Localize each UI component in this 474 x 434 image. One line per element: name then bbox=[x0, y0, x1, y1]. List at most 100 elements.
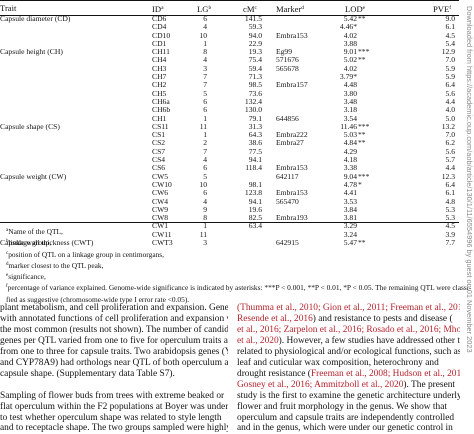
footnote-marker: a bbox=[6, 228, 9, 233]
cell-pve: 7.0 bbox=[445, 130, 456, 140]
body-text: flower and fruit morphology in the genus… bbox=[237, 401, 447, 412]
table-row: Capsule weight (CW) CW5 5 642117 9.04 *** 12.3 bbox=[0, 171, 459, 181]
body-line: the most common (results not shown). The… bbox=[0, 324, 228, 335]
body-line: study is the first to examine the geneti… bbox=[237, 391, 460, 402]
body-line: from one to three for capsule traits. Tw… bbox=[0, 346, 228, 357]
cell-lg: 8 bbox=[203, 47, 207, 57]
cell-lod: 3.48 bbox=[343, 96, 357, 106]
cell-marker: Embra222 bbox=[276, 130, 308, 140]
cell-id: CS11 bbox=[152, 121, 169, 131]
cell-lg: 2 bbox=[203, 138, 207, 148]
cell-cm: 59.4 bbox=[248, 63, 262, 73]
body-text: ) and resistance to pests and disease ( bbox=[312, 313, 453, 324]
cell-id: CD4 bbox=[152, 22, 167, 32]
header-lg: LGb bbox=[197, 4, 212, 14]
cell-id: CH6b bbox=[152, 105, 171, 115]
table-bottom-rule bbox=[0, 222, 459, 223]
cell-lod: 4.02 bbox=[343, 30, 357, 40]
body-text: ). The present bbox=[403, 379, 456, 390]
cell-id: CH3 bbox=[152, 63, 167, 73]
body-text: ). However, a few studies have addressed… bbox=[278, 335, 460, 346]
cell-pve: 4.4 bbox=[445, 96, 456, 106]
table-row: CD1 1 22.9 3.88 5.4 bbox=[0, 38, 459, 48]
cell-cm: 77.5 bbox=[248, 146, 262, 156]
cell-lod: 4.02 bbox=[343, 63, 357, 73]
cell-trait: Capsule diameter (CD) bbox=[0, 14, 71, 23]
cell-pve: 4.5 bbox=[445, 221, 456, 231]
cell-id: CS2 bbox=[152, 138, 166, 148]
cell-lg: 5 bbox=[203, 171, 207, 181]
cell-cm: 75.4 bbox=[248, 55, 262, 65]
header-id: IDa bbox=[152, 4, 164, 14]
table-row: CH6a 6 132.4 3.48 4.4 bbox=[0, 96, 459, 106]
cell-id: CW6 bbox=[152, 188, 169, 198]
cell-marker: 642117 bbox=[276, 171, 299, 181]
body-line: flower and fruit morphology in the genus… bbox=[237, 402, 460, 413]
body-line: Gosney et al., 2016; Ammitzboll et al., … bbox=[237, 380, 460, 391]
body-line: to test whether operculum shape was rela… bbox=[0, 412, 222, 423]
cell-id: CH11 bbox=[152, 47, 170, 57]
footnote-marker: f bbox=[6, 284, 8, 290]
footnote-text: marker closest to the QTL peak, bbox=[8, 260, 104, 270]
cell-lg: 6 bbox=[203, 96, 207, 106]
cell-lg: 4 bbox=[203, 22, 207, 32]
cell-pve: 3.9 bbox=[445, 229, 456, 239]
body-text: related to physiological and/or ecologic… bbox=[237, 346, 460, 357]
cell-id: CW10 bbox=[152, 179, 172, 189]
cell-pve: 4.5 bbox=[445, 30, 456, 40]
cell-lg: 7 bbox=[203, 72, 207, 82]
cell-marker: 644856 bbox=[276, 113, 299, 123]
cell-significance: ** bbox=[358, 138, 366, 148]
cell-trait: Capsule weight (CW) bbox=[0, 171, 67, 181]
cell-id: CH1 bbox=[152, 113, 167, 123]
cell-lg: 7 bbox=[203, 146, 207, 156]
body-line: Sampling of flower buds from trees with … bbox=[0, 390, 225, 401]
cell-lod: 3.84 bbox=[343, 204, 357, 214]
cell-id: CW8 bbox=[152, 213, 169, 223]
cell-id: CW5 bbox=[152, 171, 169, 181]
cell-pve: 4.0 bbox=[445, 105, 456, 115]
cell-lg: 10 bbox=[199, 179, 207, 189]
footnote: esignificance, bbox=[6, 271, 458, 282]
cell-id: CS1 bbox=[152, 130, 166, 140]
table-row: CS2 2 38.6 Embra27 4.84 ** 6.2 bbox=[0, 138, 459, 148]
header-trait: Trait bbox=[0, 3, 17, 13]
cell-cm: 118.4 bbox=[245, 163, 262, 173]
cell-pve: 5.3 bbox=[445, 204, 456, 214]
body-text: study is the first to examine the geneti… bbox=[237, 390, 460, 401]
cell-cm: 63.4 bbox=[248, 221, 262, 231]
body-line: drought resistance (Freeman et al., 2008… bbox=[237, 369, 460, 380]
cell-pve: 5.9 bbox=[445, 63, 456, 73]
cell-lg: 1 bbox=[203, 113, 207, 123]
body-line: et al., 2016; Zarpelon et al., 2016; Ros… bbox=[237, 325, 460, 336]
footnote-text: Name of the QTL, bbox=[8, 227, 63, 236]
cell-lod: 5.02 bbox=[343, 55, 357, 65]
table-row: CW4 4 94.1 565470 3.53 4.8 bbox=[0, 196, 459, 206]
cell-lg: 7 bbox=[203, 80, 207, 90]
footnote-marker: b bbox=[6, 239, 9, 245]
footnote-text: position of QTL on a linkage group in ce… bbox=[8, 249, 165, 259]
cell-lod: 11.46 bbox=[340, 121, 357, 131]
download-watermark: Downloaded from https://academic.oup.com… bbox=[465, 6, 474, 353]
cell-id: CD6 bbox=[152, 14, 167, 23]
footnote: cposition of QTL on a linkage group in c… bbox=[6, 249, 458, 260]
cell-lod: 3.88 bbox=[343, 38, 357, 48]
body-line: and in the genus, which were under our g… bbox=[237, 423, 460, 434]
cell-marker: Embra27 bbox=[276, 138, 304, 148]
table-row: CH4 4 75.4 571676 5.02 ** 7.0 bbox=[0, 55, 459, 65]
citation-link: (Thumma et al., 2010; Gion et al., 2011;… bbox=[237, 303, 460, 313]
cell-pve: 4.8 bbox=[445, 196, 456, 206]
cell-cm: 141.5 bbox=[244, 14, 262, 23]
cell-lg: 9 bbox=[203, 204, 207, 214]
body-line: genes per QTL varied from one to five fo… bbox=[0, 335, 228, 346]
cell-id: CH4 bbox=[152, 55, 167, 65]
cell-trait: Capsule shape (CS) bbox=[0, 121, 60, 131]
table-footnotes: aName of the QTL, blinkage group, cpositio… bbox=[6, 226, 471, 305]
cell-cm: 79.1 bbox=[248, 113, 262, 123]
table-row: CH7 7 71.3 3.79* 5.9 bbox=[0, 72, 459, 82]
table-row: CW1 1 63.4 3.29 4.5 bbox=[0, 221, 459, 231]
table-row: Capsule shape (CS) CS11 11 31.3 11.46 *** 13.2 bbox=[0, 121, 459, 131]
cell-marker: Embra157 bbox=[276, 80, 308, 90]
header-cm: cMc bbox=[243, 4, 257, 14]
body-text-right-column: (Thumma et al., 2010; Gion et al., 2011;… bbox=[237, 303, 460, 434]
